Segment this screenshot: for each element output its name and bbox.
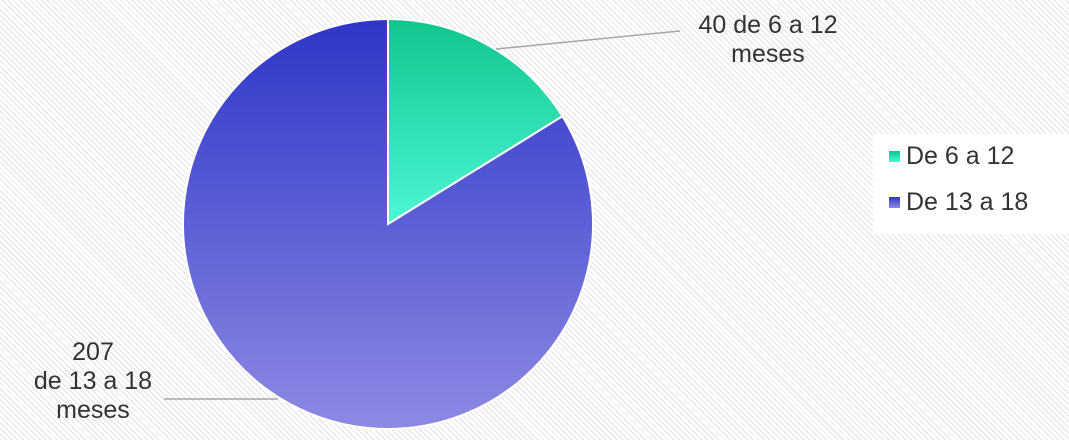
legend-label-6-12: De 6 a 12: [906, 142, 1015, 170]
data-label-13-18: 207 de 13 a 18 meses: [0, 338, 186, 425]
legend-swatch-13-18: [889, 197, 900, 208]
leader-line-6-12: [495, 30, 681, 50]
data-label-13-18-line-3: meses: [56, 396, 130, 424]
legend-item-13-18[interactable]: De 13 a 18: [889, 188, 1028, 217]
legend-item-6-12[interactable]: De 6 a 12: [889, 142, 1014, 171]
data-label-13-18-line-2: de 13 a 18: [33, 367, 153, 395]
legend-swatch-6-12: [889, 151, 900, 162]
legend-label-13-18: De 13 a 18: [906, 188, 1029, 216]
data-label-6-12-line-2: meses: [731, 40, 805, 68]
pie-slice-13-18[interactable]: [182, 17, 594, 430]
data-label-13-18-line-1: 207: [72, 338, 114, 366]
pie-slice-6-12[interactable]: [387, 17, 564, 226]
data-label-6-12-line-1: 40 de 6 a 12: [698, 11, 838, 39]
data-label-6-12: 40 de 6 a 12 meses: [668, 11, 868, 69]
legend: De 6 a 12 De 13 a 18: [873, 134, 1069, 234]
